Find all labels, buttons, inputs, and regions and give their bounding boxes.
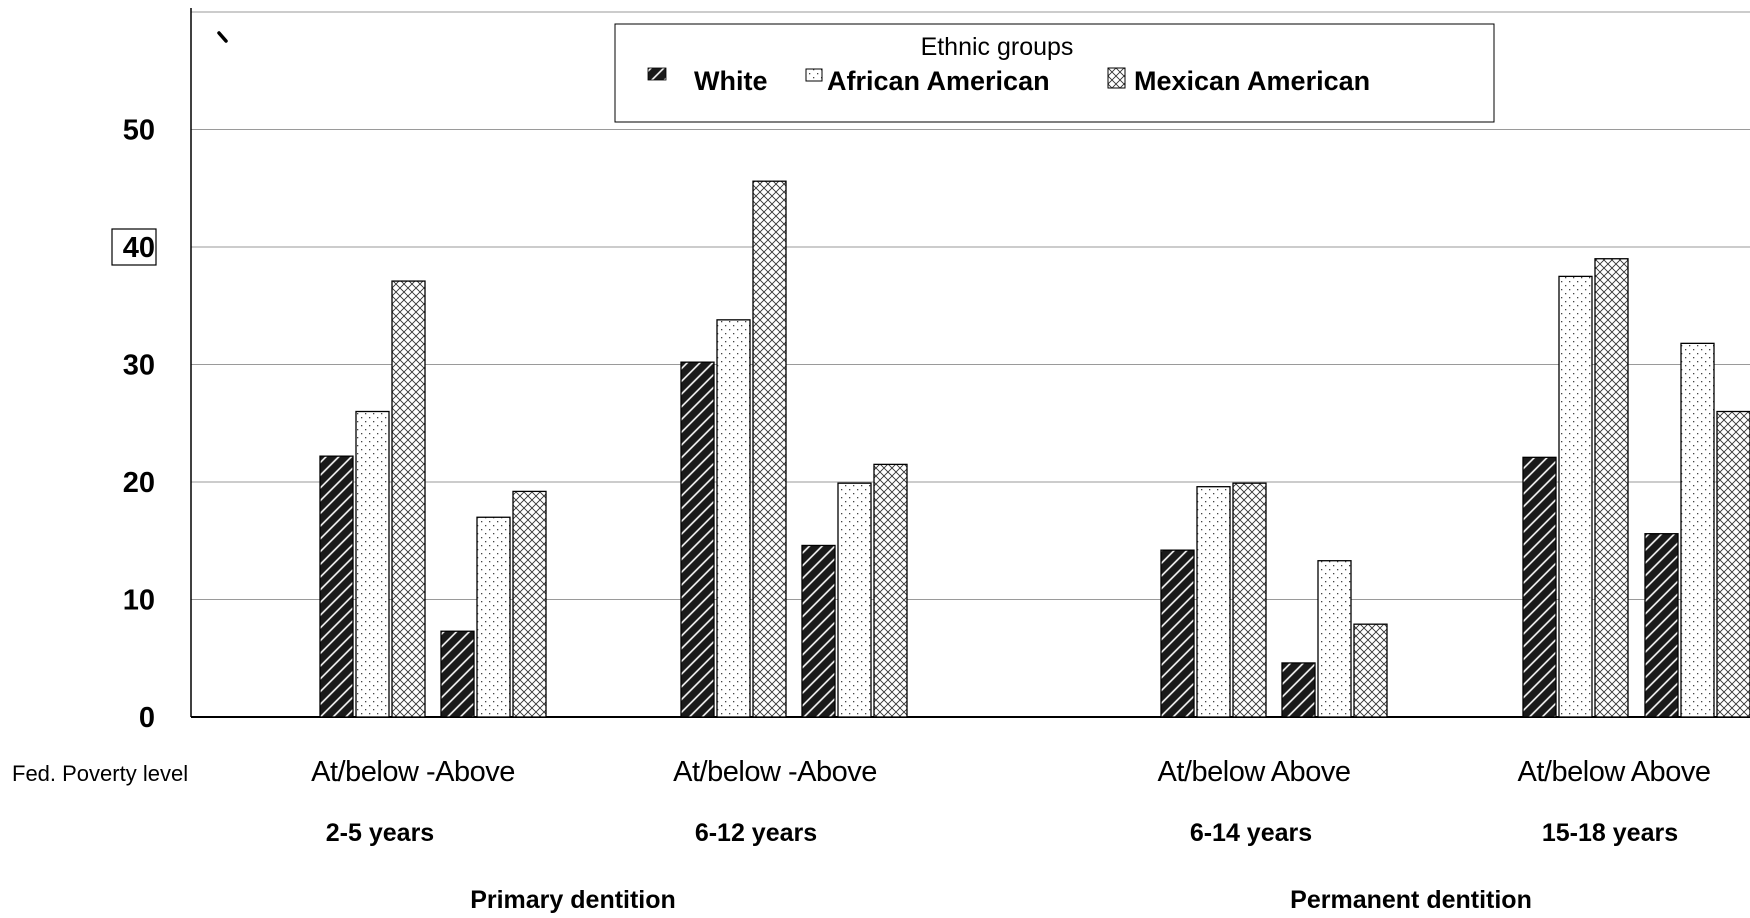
bar-white [680, 361, 715, 718]
legend-swatch-white [647, 67, 667, 81]
bar-white [440, 630, 475, 718]
legend-label-mexican: Mexican American [1134, 66, 1370, 96]
bar-mexican-american [1716, 410, 1750, 718]
age-group-label: 15-18 years [1542, 819, 1678, 847]
y-tick-40-box [111, 228, 157, 266]
y-tick-label: 50 [123, 115, 155, 147]
poverty-level-label: At/below -Above [673, 756, 877, 788]
y-tick-labels: 0 10 20 30 40 50 [111, 115, 157, 734]
poverty-level-label: At/below Above [1158, 756, 1351, 788]
bar-white [319, 455, 354, 718]
legend-title: Ethnic groups [921, 33, 1074, 61]
bar-mexican-american [512, 490, 547, 718]
bar-white [1522, 456, 1557, 718]
gridlines [191, 11, 1750, 600]
bar-mexican-american [1353, 623, 1388, 718]
age-group-label: 6-12 years [695, 819, 817, 847]
legend-label-african: African American [827, 66, 1050, 96]
bar-african-american [476, 516, 511, 718]
legend-label-white: White [694, 66, 768, 96]
bar-african-american [355, 410, 390, 718]
bar-white [1281, 662, 1316, 718]
bar-mexican-american [1232, 482, 1267, 718]
legend-box [614, 23, 1495, 123]
stray-mark [217, 31, 228, 43]
bar-mexican-american [752, 180, 787, 718]
age-group-label: 2-5 years [326, 819, 434, 847]
y-tick-label: 30 [123, 350, 155, 382]
bar-white [1644, 533, 1679, 718]
bar-african-american [837, 482, 872, 718]
bars [319, 180, 1750, 718]
poverty-row-label: Fed. Poverty level [12, 761, 188, 786]
y-tick-label: 40 [123, 232, 155, 264]
x-labels: Fed. Poverty level At/below -Above 2-5 yea… [12, 756, 1711, 914]
bar-african-american [1317, 560, 1352, 718]
legend: Ethnic groups White African American Mex… [614, 23, 1495, 123]
y-tick-label: 10 [123, 585, 155, 617]
poverty-level-label: At/below Above [1518, 756, 1711, 788]
bar-mexican-american [391, 280, 426, 718]
bar-mexican-american [873, 463, 908, 718]
bar-african-american [1558, 275, 1593, 718]
bar-mexican-american [1594, 258, 1629, 718]
bar-african-american [716, 319, 751, 718]
age-group-label: 6-14 years [1190, 819, 1312, 847]
bar-african-american [1196, 486, 1231, 718]
bar-african-american [1680, 342, 1715, 718]
poverty-level-label: At/below -Above [311, 756, 515, 788]
dentition-label: Primary dentition [470, 886, 676, 914]
dentition-label: Permanent dentition [1290, 886, 1532, 914]
bar-white [1160, 549, 1195, 718]
legend-swatch-african [805, 68, 823, 82]
legend-swatch-mexican [1107, 67, 1126, 89]
bar-white [801, 544, 836, 718]
y-tick-label: 20 [123, 467, 155, 499]
y-tick-label: 0 [139, 702, 155, 734]
